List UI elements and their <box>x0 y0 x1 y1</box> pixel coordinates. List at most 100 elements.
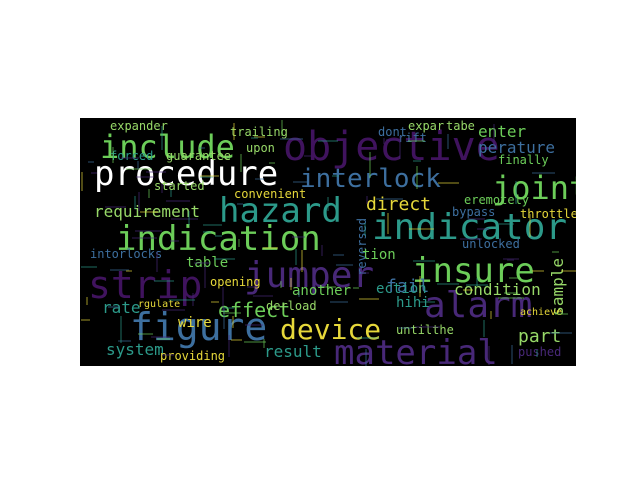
filler-mark <box>386 139 399 141</box>
word-table: table <box>186 255 229 271</box>
filler-mark <box>336 264 353 266</box>
filler-mark <box>200 175 219 177</box>
filler-mark <box>532 270 544 272</box>
filler-mark <box>223 312 241 314</box>
filler-mark <box>460 238 482 240</box>
filler-mark <box>353 287 359 289</box>
filler-mark <box>555 313 568 315</box>
word-opening: opening <box>210 275 261 289</box>
word-expar: expar <box>408 119 445 133</box>
word-trailing: trailing <box>230 125 288 139</box>
filler-mark <box>477 228 489 230</box>
filler-mark <box>170 190 172 197</box>
filler-mark <box>438 182 459 184</box>
filler-mark <box>361 272 369 274</box>
filler-mark <box>498 297 524 299</box>
filler-mark <box>223 307 234 309</box>
filler-mark <box>295 249 297 265</box>
word-perature: perature <box>478 138 556 157</box>
filler-mark <box>437 283 459 285</box>
word-direct: direct <box>366 194 432 215</box>
filler-mark <box>108 306 119 308</box>
word-upon: upon <box>246 141 275 155</box>
filler-mark <box>166 200 190 202</box>
filler-mark <box>151 336 170 338</box>
filler-mark <box>134 196 136 209</box>
filler-mark <box>146 171 166 173</box>
filler-mark <box>161 126 163 150</box>
word-providing: providing <box>160 349 226 363</box>
filler-mark <box>231 339 242 341</box>
filler-mark <box>293 181 308 183</box>
filler-mark <box>263 339 265 348</box>
filler-mark <box>254 136 265 138</box>
word-achieve: achieve <box>520 307 563 318</box>
filler-mark <box>161 184 163 193</box>
word-untilthe: untilthe <box>396 323 454 337</box>
word-insure: insure <box>412 251 535 291</box>
word-strip: strip <box>88 263 203 307</box>
filler-mark <box>162 309 185 311</box>
filler-mark <box>81 172 83 191</box>
filler-mark <box>91 172 97 174</box>
filler-mark <box>321 286 336 288</box>
filler-mark <box>140 211 158 213</box>
filler-mark <box>281 120 283 136</box>
word-expander: expander <box>110 119 168 133</box>
word-finally: finally <box>498 153 549 167</box>
filler-mark <box>365 349 367 366</box>
filler-mark <box>162 354 174 356</box>
filler-mark <box>490 311 492 319</box>
filler-mark <box>552 251 559 253</box>
filler-mark <box>154 280 174 282</box>
filler-mark <box>170 240 179 242</box>
filler-mark <box>112 147 114 163</box>
filler-mark <box>136 176 154 178</box>
filler-mark <box>148 189 150 198</box>
filler-mark <box>298 291 300 297</box>
filler-mark <box>413 160 421 162</box>
filler-mark <box>223 309 225 329</box>
word-fail: fail <box>386 276 430 297</box>
filler-mark <box>135 230 162 232</box>
filler-mark <box>228 335 230 357</box>
filler-mark <box>138 333 153 335</box>
word-enter: enter <box>478 122 527 141</box>
word-part: part <box>518 326 562 347</box>
filler-mark <box>137 161 139 169</box>
word-requirement: requirement <box>94 202 200 221</box>
filler-mark <box>81 319 90 321</box>
word-system: system <box>106 340 164 359</box>
word-interlock: interlock <box>300 164 441 194</box>
filler-mark <box>376 198 403 200</box>
filler-mark <box>383 138 385 144</box>
filler-mark <box>222 287 224 311</box>
filler-mark <box>253 295 273 297</box>
filler-mark <box>419 276 421 297</box>
filler-mark <box>420 301 435 303</box>
filler-mark <box>447 134 449 149</box>
filler-mark <box>366 196 368 204</box>
filler-mark <box>215 235 222 237</box>
filler-mark <box>126 270 132 272</box>
filler-mark <box>292 236 305 238</box>
filler-mark <box>408 140 425 142</box>
filler-mark <box>327 197 329 211</box>
filler-mark <box>290 278 292 290</box>
filler-mark <box>369 152 371 178</box>
filler-mark <box>156 252 158 272</box>
filler-mark <box>200 176 213 178</box>
filler-mark <box>399 136 401 159</box>
filler-mark <box>233 123 235 140</box>
filler-mark <box>332 175 339 177</box>
word-another: another <box>292 283 352 299</box>
filler-mark <box>415 326 440 328</box>
filler-mark <box>199 147 205 149</box>
filler-mark <box>110 269 129 271</box>
filler-mark <box>321 245 323 256</box>
word-device: device <box>280 313 382 346</box>
filler-mark <box>509 277 521 279</box>
filler-mark <box>203 231 211 233</box>
word-convenient: convenient <box>234 187 307 201</box>
word-tion: tion <box>362 247 396 263</box>
